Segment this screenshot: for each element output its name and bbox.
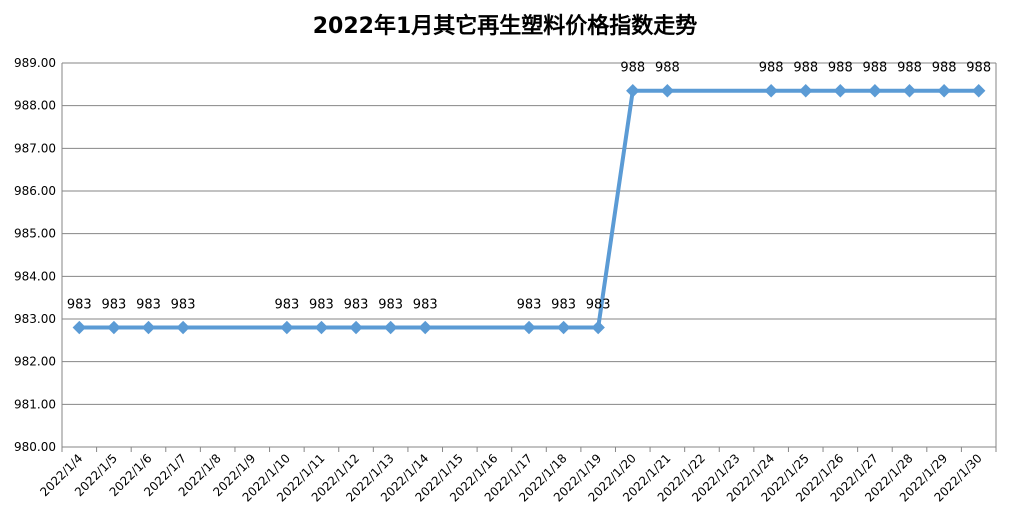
- chart-title: 2022年1月其它再生塑料价格指数走势: [312, 14, 698, 39]
- data-label: 988: [828, 61, 853, 76]
- data-point: [176, 320, 190, 335]
- data-point: [141, 320, 156, 335]
- data-point: [418, 320, 432, 335]
- data-label-layer: 983 983 983 983 983 983 983 983 983 983 983 983 988 9…: [67, 61, 991, 313]
- data-label: 983: [136, 298, 161, 313]
- data-label: 983: [378, 298, 403, 313]
- data-label: 988: [759, 61, 784, 76]
- data-label: 983: [586, 298, 611, 313]
- data-label: 983: [551, 298, 576, 313]
- data-point: [902, 84, 917, 98]
- data-point: [937, 84, 951, 98]
- data-point: [591, 320, 605, 335]
- series-line: [79, 88, 979, 330]
- data-label: 988: [932, 61, 957, 76]
- data-point: [522, 320, 536, 335]
- data-label: 988: [966, 61, 991, 76]
- data-point: [799, 84, 813, 98]
- data-point: [868, 84, 882, 98]
- data-point: [383, 320, 398, 335]
- y-tick-label: 987.00: [14, 141, 56, 155]
- data-point: [660, 84, 675, 98]
- y-tick-label: 980.00: [14, 440, 56, 454]
- data-label: 988: [897, 61, 922, 76]
- data-label: 988: [655, 61, 680, 76]
- data-point: [764, 84, 778, 98]
- data-point: [349, 320, 363, 335]
- data-point: [833, 84, 848, 98]
- data-label: 983: [413, 298, 438, 313]
- y-tick-label: 988.00: [14, 99, 56, 113]
- data-point: [971, 84, 986, 98]
- data-point: [314, 320, 329, 335]
- y-tick-label: 986.00: [14, 184, 56, 198]
- data-point: [280, 320, 294, 335]
- data-label: 983: [67, 298, 92, 313]
- data-label: 983: [171, 298, 196, 313]
- data-point: [107, 320, 121, 335]
- data-label: 983: [344, 298, 369, 313]
- data-point: [556, 320, 571, 335]
- y-tick-label: 985.00: [14, 227, 56, 241]
- y-tick-label: 981.00: [14, 397, 56, 411]
- y-tick-label: 982.00: [14, 355, 56, 369]
- data-label: 988: [620, 61, 645, 76]
- data-point: [626, 84, 640, 98]
- data-label: 988: [793, 61, 818, 76]
- axis-layer: 980.00 981.00 982.00 983.00 984.00 985.00 986.…: [14, 56, 997, 505]
- data-label: 983: [517, 298, 542, 313]
- y-tick-label: 983.00: [14, 312, 56, 326]
- data-label: 983: [309, 298, 334, 313]
- data-label: 988: [863, 61, 888, 76]
- data-point: [72, 320, 87, 335]
- data-label: 983: [274, 298, 299, 313]
- series-layer: [72, 84, 986, 335]
- y-tick-label: 989.00: [14, 56, 56, 70]
- y-tick-label: 984.00: [14, 269, 56, 283]
- grid-layer: [62, 62, 996, 448]
- data-label: 983: [101, 298, 126, 313]
